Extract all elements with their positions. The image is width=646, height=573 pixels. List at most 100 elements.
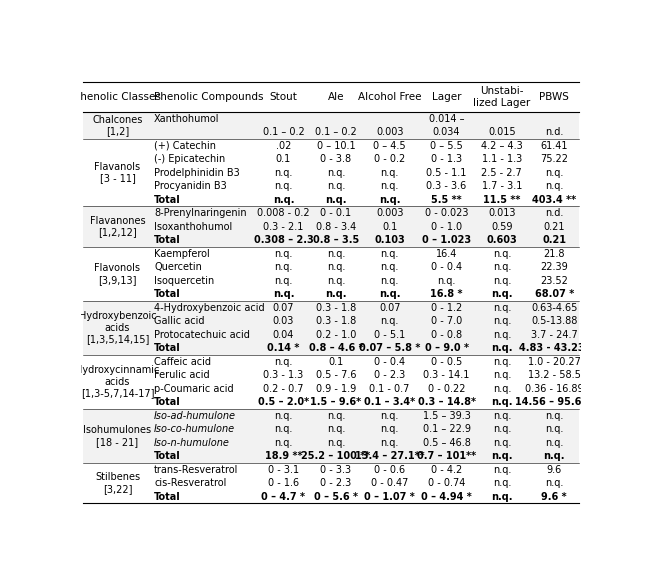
Text: 0.2 - 1.0: 0.2 - 1.0	[316, 329, 356, 340]
Text: 403.4 **: 403.4 **	[532, 195, 576, 205]
Text: Isoquercetin: Isoquercetin	[154, 276, 214, 286]
Bar	[83, 409, 579, 463]
Text: 0.015: 0.015	[488, 127, 516, 138]
Text: 4-Hydroxybenzoic acid: 4-Hydroxybenzoic acid	[154, 303, 265, 313]
Text: Unstabi-
lized Lager: Unstabi- lized Lager	[474, 86, 530, 108]
Text: 16.8 *: 16.8 *	[430, 289, 463, 299]
Text: trans-Resveratrol: trans-Resveratrol	[154, 465, 238, 474]
Text: Stilbenes
[3,22]: Stilbenes [3,22]	[95, 472, 140, 494]
Text: n.q.: n.q.	[380, 424, 399, 434]
Text: n.q.: n.q.	[493, 249, 511, 258]
Text: Procyanidin B3: Procyanidin B3	[154, 181, 227, 191]
Text: n.q.: n.q.	[491, 492, 512, 501]
Text: 68.07 *: 68.07 *	[535, 289, 574, 299]
Text: Isohumulones
[18 - 21]: Isohumulones [18 - 21]	[83, 425, 152, 447]
Text: 0 - 1.0: 0 - 1.0	[431, 222, 462, 231]
Text: n.q.: n.q.	[493, 303, 511, 313]
Text: n.q.: n.q.	[380, 316, 399, 326]
Text: Kaempferol: Kaempferol	[154, 249, 210, 258]
Text: 0 - 2.3: 0 - 2.3	[374, 370, 405, 380]
Bar	[83, 301, 579, 355]
Text: 0 - 0.4: 0 - 0.4	[431, 262, 462, 272]
Text: 0.103: 0.103	[374, 235, 405, 245]
Text: n.q.: n.q.	[275, 438, 293, 448]
Text: 13.4 – 27.1**: 13.4 – 27.1**	[355, 451, 424, 461]
Text: n.q.: n.q.	[545, 411, 563, 421]
Text: Flavonols
[3,9,13]: Flavonols [3,9,13]	[94, 263, 140, 285]
Bar	[83, 463, 579, 503]
Text: n.q.: n.q.	[379, 289, 401, 299]
Text: 3.7 - 24.7: 3.7 - 24.7	[531, 329, 578, 340]
Text: n.q.: n.q.	[493, 316, 511, 326]
Text: 0 - 0.8: 0 - 0.8	[431, 329, 462, 340]
Text: n.q.: n.q.	[275, 168, 293, 178]
Text: n.q.: n.q.	[275, 356, 293, 367]
Text: Isoxanthohumol: Isoxanthohumol	[154, 222, 233, 231]
Text: n.q.: n.q.	[275, 276, 293, 286]
Text: (-) Epicatechin: (-) Epicatechin	[154, 154, 225, 164]
Text: 0 – 1.07 *: 0 – 1.07 *	[364, 492, 415, 501]
Text: n.q.: n.q.	[437, 276, 455, 286]
Text: 16.4: 16.4	[436, 249, 457, 258]
Text: Iso-ad-humulone: Iso-ad-humulone	[154, 411, 236, 421]
Text: n.q.: n.q.	[545, 424, 563, 434]
Text: 0 - 1.6: 0 - 1.6	[268, 478, 299, 488]
Text: n.q.: n.q.	[491, 343, 512, 353]
Text: n.q.: n.q.	[493, 370, 511, 380]
Text: 13.2 - 58.5: 13.2 - 58.5	[528, 370, 581, 380]
Text: 0 - 3.8: 0 - 3.8	[320, 154, 351, 164]
Text: n.q.: n.q.	[380, 411, 399, 421]
Text: n.q.: n.q.	[273, 289, 294, 299]
Text: 0.1 – 0.2: 0.1 – 0.2	[315, 127, 357, 138]
Bar	[83, 139, 579, 206]
Text: 0 – 1.023: 0 – 1.023	[422, 235, 471, 245]
Text: Lager: Lager	[432, 92, 461, 102]
Text: n.q.: n.q.	[275, 249, 293, 258]
Text: n.q.: n.q.	[275, 424, 293, 434]
Text: n.q.: n.q.	[491, 451, 512, 461]
Text: 0.8 – 3.5: 0.8 – 3.5	[313, 235, 359, 245]
Text: 0.3 – 14.8*: 0.3 – 14.8*	[417, 397, 475, 407]
Text: n.q.: n.q.	[327, 424, 345, 434]
Text: 0.5 - 7.6: 0.5 - 7.6	[316, 370, 356, 380]
Text: 0.36 - 16.89: 0.36 - 16.89	[525, 384, 583, 394]
Text: n.q.: n.q.	[543, 451, 565, 461]
Text: n.q.: n.q.	[380, 181, 399, 191]
Text: 0.1 – 3.4*: 0.1 – 3.4*	[364, 397, 415, 407]
Text: n.q.: n.q.	[491, 397, 512, 407]
Text: 8-Prenylnaringenin: 8-Prenylnaringenin	[154, 208, 247, 218]
Text: n.q.: n.q.	[327, 168, 345, 178]
Text: 0.603: 0.603	[486, 235, 517, 245]
Text: n.q.: n.q.	[327, 438, 345, 448]
Text: 0 - 0.2: 0 - 0.2	[374, 154, 405, 164]
Text: 0.3 - 1.8: 0.3 - 1.8	[316, 316, 356, 326]
Text: 1.5 – 9.6*: 1.5 – 9.6*	[310, 397, 361, 407]
Text: Phenolic Classes: Phenolic Classes	[74, 92, 161, 102]
Text: 0.07: 0.07	[273, 303, 294, 313]
Text: n.q.: n.q.	[493, 424, 511, 434]
Text: 0.003: 0.003	[376, 208, 404, 218]
Text: Protocatechuic acid: Protocatechuic acid	[154, 329, 250, 340]
Text: n.q.: n.q.	[491, 289, 512, 299]
Text: 0.07 – 5.8 *: 0.07 – 5.8 *	[359, 343, 421, 353]
Text: Prodelphinidin B3: Prodelphinidin B3	[154, 168, 240, 178]
Text: Ferulic acid: Ferulic acid	[154, 370, 210, 380]
Text: Ale: Ale	[328, 92, 344, 102]
Text: 0 - 7.0: 0 - 7.0	[431, 316, 462, 326]
Text: 9.6 *: 9.6 *	[541, 492, 567, 501]
Text: Hydroxybenzoic
acids
[1,3,5,14,15]: Hydroxybenzoic acids [1,3,5,14,15]	[79, 311, 156, 344]
Text: 0 - 4.2: 0 - 4.2	[431, 465, 462, 474]
Text: 0.9 - 1.9: 0.9 - 1.9	[316, 384, 356, 394]
Text: 25.2 – 100 **: 25.2 – 100 **	[301, 451, 370, 461]
Text: 0.5-13.88: 0.5-13.88	[531, 316, 578, 326]
Text: n.d.: n.d.	[545, 127, 563, 138]
Text: n.q.: n.q.	[493, 329, 511, 340]
Text: 0 – 4.7 *: 0 – 4.7 *	[262, 492, 306, 501]
Text: 21.8: 21.8	[543, 249, 565, 258]
Text: 61.41: 61.41	[541, 141, 568, 151]
Text: (+) Catechin: (+) Catechin	[154, 141, 216, 151]
Text: n.q.: n.q.	[275, 411, 293, 421]
Text: Caffeic acid: Caffeic acid	[154, 356, 211, 367]
Text: Flavanones
[1,2,12]: Flavanones [1,2,12]	[90, 216, 145, 237]
Text: n.q.: n.q.	[327, 411, 345, 421]
